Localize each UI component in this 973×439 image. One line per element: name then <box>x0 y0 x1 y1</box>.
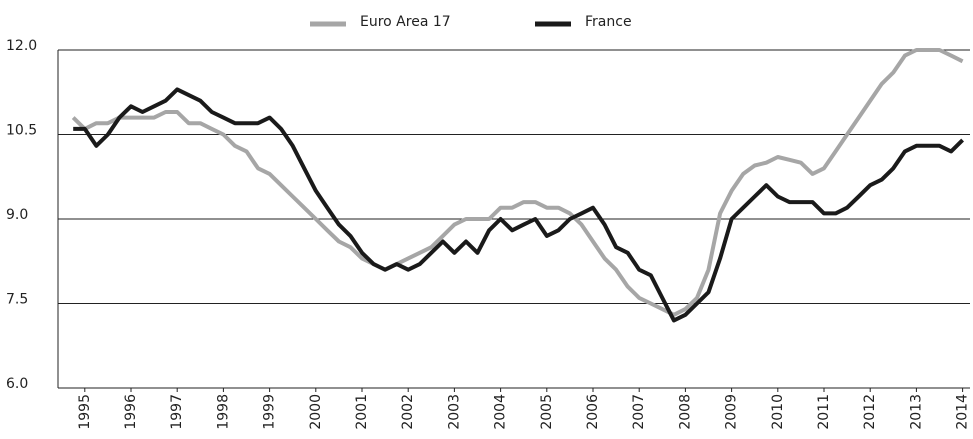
x-tick-label: 1995 <box>77 394 93 430</box>
x-tick-label: 2010 <box>770 394 786 430</box>
x-tick-label: 1997 <box>169 394 185 430</box>
x-tick-label: 1998 <box>215 394 231 430</box>
x-tick-label: 2009 <box>724 394 740 430</box>
y-tick-label: 12.0 <box>6 38 37 54</box>
x-tick-label: 2001 <box>354 394 370 430</box>
y-tick-label: 6.0 <box>6 376 28 392</box>
series-line <box>71 48 964 317</box>
x-tick-label: 2006 <box>585 394 601 430</box>
x-tick-label: 2007 <box>631 394 647 430</box>
x-tick-label: 2008 <box>677 394 693 430</box>
y-tick-label: 7.5 <box>6 292 28 308</box>
x-tick-label: 2013 <box>908 394 924 430</box>
x-tick-label: 2011 <box>816 394 832 430</box>
x-tick-label: 2003 <box>446 394 462 430</box>
x-tick-label: 2014 <box>955 394 971 430</box>
x-tick-label: 2000 <box>308 394 324 430</box>
legend-label: France <box>585 14 632 30</box>
series-line <box>73 87 965 323</box>
y-tick-label: 9.0 <box>6 207 28 223</box>
x-tick-label: 2012 <box>862 394 878 430</box>
x-tick-label: 1999 <box>262 394 278 430</box>
legend-label: Euro Area 17 <box>360 14 451 30</box>
x-tick-label: 2004 <box>493 394 509 430</box>
x-tick-label: 2002 <box>400 394 416 430</box>
x-tick-label: 1996 <box>123 394 139 430</box>
x-tick-label: 2005 <box>539 394 555 430</box>
y-tick-label: 10.5 <box>6 123 37 139</box>
